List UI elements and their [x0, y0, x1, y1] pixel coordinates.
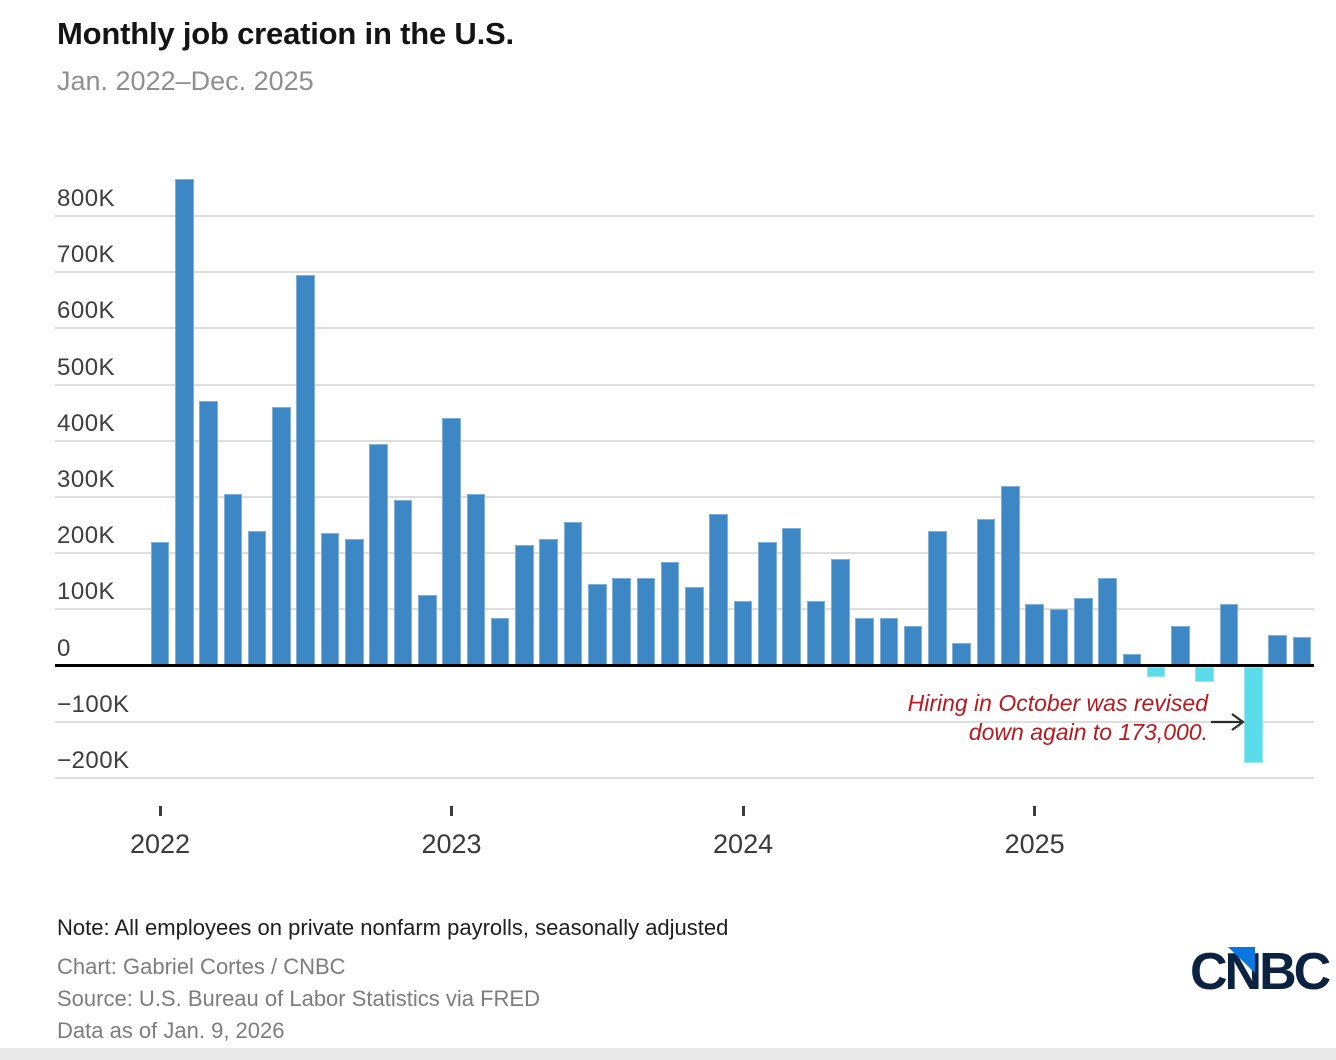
- cnbc-logo: CNBC: [1190, 946, 1331, 1002]
- note-text: Note: All employees on private nonfarm p…: [57, 915, 729, 940]
- bar: [1073, 598, 1093, 666]
- bar: [466, 494, 486, 666]
- x-tick: [1033, 806, 1037, 816]
- y-tick-label: 500K: [57, 353, 116, 381]
- bar: [393, 499, 413, 666]
- bar: [369, 443, 388, 666]
- y-tick-label: −200K: [57, 746, 130, 774]
- bar: [1268, 634, 1287, 666]
- y-gridline: [55, 608, 1314, 611]
- bar: [879, 617, 899, 666]
- bar: [442, 418, 461, 666]
- bar: [345, 539, 364, 666]
- x-tick-label: 2022: [129, 829, 191, 859]
- bar: [1049, 609, 1069, 666]
- y-tick-label: 0: [57, 634, 71, 662]
- x-tick-label: 2023: [421, 829, 482, 859]
- bar: [855, 617, 874, 666]
- bottom-strip: [0, 1048, 1336, 1060]
- bar: [685, 586, 704, 666]
- annotation-arrow-icon: [1210, 710, 1250, 734]
- bar: [417, 595, 437, 666]
- bar: [174, 179, 194, 666]
- bar: [952, 643, 972, 666]
- bar: [1122, 654, 1142, 666]
- bar: [1025, 603, 1044, 666]
- chart-subtitle: Jan. 2022–Dec. 2025: [57, 66, 314, 96]
- bar: [320, 533, 340, 666]
- bar: [709, 513, 729, 666]
- bar: [830, 558, 850, 666]
- bar: [1098, 578, 1117, 666]
- y-tick-label: 300K: [57, 465, 116, 493]
- bar: [1171, 626, 1190, 666]
- bar: [903, 626, 923, 666]
- x-tick-label: 2024: [713, 829, 774, 859]
- y-tick-label: 800K: [57, 184, 116, 212]
- bar: [660, 561, 680, 666]
- page-title: Monthly job creation in the U.S.: [57, 16, 514, 51]
- source-text: Source: U.S. Bureau of Labor Statistics …: [57, 986, 540, 1011]
- y-gridline: [55, 271, 1314, 274]
- y-tick-label: −100K: [57, 690, 130, 718]
- annotation-line-2: down again to 173,000.: [968, 719, 1208, 745]
- bar: [1219, 603, 1239, 666]
- bar: [150, 541, 170, 666]
- bar: [733, 600, 753, 666]
- x-tick: [741, 806, 745, 816]
- bar: [636, 578, 656, 666]
- y-tick-label: 100K: [57, 578, 116, 606]
- y-gridline: [55, 439, 1314, 442]
- bar: [928, 530, 947, 666]
- bar: [563, 522, 583, 666]
- annotation-line-1: Hiring in October was revised: [907, 690, 1208, 716]
- y-gridline: [55, 214, 1314, 217]
- y-gridline: [55, 776, 1314, 779]
- bar: [223, 494, 243, 666]
- y-gridline: [55, 495, 1314, 498]
- y-gridline: [55, 327, 1314, 330]
- bar-negative: [1195, 667, 1214, 683]
- y-tick-label: 400K: [57, 409, 116, 437]
- y-tick-label: 700K: [57, 241, 116, 269]
- credit-text: Chart: Gabriel Cortes / CNBC: [57, 954, 346, 979]
- y-gridline: [55, 383, 1314, 386]
- bar: [515, 544, 534, 666]
- y-tick-label: 600K: [57, 297, 116, 325]
- bar: [272, 406, 291, 666]
- bar: [1001, 485, 1020, 666]
- bar: [782, 527, 801, 666]
- bar: [247, 530, 267, 666]
- bar: [612, 578, 631, 666]
- bar: [976, 519, 996, 666]
- bar-negative: [1243, 667, 1263, 763]
- bar: [296, 274, 316, 666]
- bar: [806, 600, 826, 666]
- logo-text: CNBC: [1190, 943, 1331, 1001]
- annotation-text: Hiring in October was revised down again…: [908, 689, 1208, 747]
- as-of-text: Data as of Jan. 9, 2026: [57, 1018, 285, 1043]
- bar: [588, 584, 607, 666]
- bar: [539, 539, 558, 666]
- bar: [199, 401, 218, 666]
- x-tick: [158, 806, 162, 816]
- x-tick-label: 2025: [1004, 829, 1065, 859]
- y-tick-label: 200K: [57, 522, 116, 550]
- y-gridline: [55, 720, 1314, 723]
- bar: [490, 617, 510, 666]
- x-tick: [450, 806, 454, 816]
- bar: [758, 541, 777, 666]
- y-gridline: [55, 552, 1314, 555]
- zero-baseline: [55, 663, 1314, 667]
- bar: [1292, 637, 1312, 666]
- bar-negative: [1146, 667, 1166, 677]
